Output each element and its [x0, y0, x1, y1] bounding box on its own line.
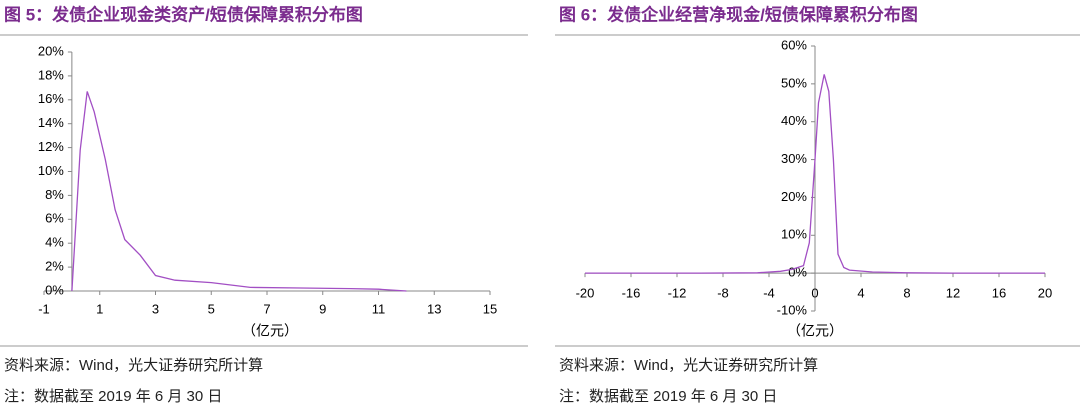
data-line: [71, 91, 407, 292]
source-note: 资料来源：Wind，光大证券研究所计算: [559, 356, 818, 374]
y-tick-label: 18%: [38, 67, 64, 82]
y-tick-label: 6%: [45, 211, 64, 226]
data-line: [585, 74, 1045, 274]
chart-title: 图 5：发债企业现金类资产/短债保障累积分布图: [4, 4, 363, 24]
x-tick-label: 0: [811, 286, 818, 301]
data-note: 注：数据截至 2019 年 6 月 30 日: [4, 388, 222, 405]
y-tick-label: 10%: [38, 163, 64, 178]
x-axis-label: （亿元）: [787, 323, 843, 339]
y-tick-label: 50%: [781, 75, 807, 90]
y-tick-label: 8%: [45, 187, 64, 202]
y-tick-label: 40%: [781, 113, 807, 128]
x-tick-label: -8: [717, 286, 729, 301]
x-tick-label: 7: [263, 301, 270, 316]
y-tick-label: 20%: [781, 189, 807, 204]
x-tick-label: 15: [483, 301, 497, 316]
x-tick-label: -16: [622, 286, 641, 301]
x-tick-label: 13: [427, 301, 441, 316]
x-tick-label: 3: [152, 301, 159, 316]
y-tick-label: 4%: [45, 235, 64, 250]
x-tick-label: 20: [1038, 286, 1052, 301]
y-tick-label: 12%: [38, 139, 64, 154]
x-tick-label: -4: [763, 286, 775, 301]
y-tick-label: 0%: [788, 265, 807, 280]
x-tick-label: 5: [208, 301, 215, 316]
x-tick-label: -12: [668, 286, 687, 301]
chart-title: 图 6：发债企业经营净现金/短债保障累积分布图: [559, 4, 918, 24]
x-tick-label: -20: [576, 286, 595, 301]
x-tick-label: 9: [319, 301, 326, 316]
y-tick-label: -10%: [777, 302, 808, 317]
x-tick-label: 12: [946, 286, 960, 301]
y-tick-label: 14%: [38, 115, 64, 130]
y-tick-label: 20%: [38, 43, 64, 58]
x-tick-label: 16: [992, 286, 1006, 301]
x-axis-label: （亿元）: [242, 323, 298, 339]
y-tick-label: 0%: [45, 282, 64, 297]
data-note: 注：数据截至 2019 年 6 月 30 日: [559, 388, 777, 405]
y-tick-label: 2%: [45, 259, 64, 274]
y-tick-label: 10%: [781, 227, 807, 242]
y-tick-label: 30%: [781, 151, 807, 166]
x-tick-label: 4: [857, 286, 864, 301]
source-note: 资料来源：Wind，光大证券研究所计算: [4, 356, 263, 374]
y-tick-label: 16%: [38, 91, 64, 106]
x-tick-label: -1: [38, 301, 50, 316]
x-tick-label: 8: [903, 286, 910, 301]
x-tick-label: 11: [372, 301, 386, 316]
y-tick-label: 60%: [781, 37, 807, 52]
x-tick-label: 1: [96, 301, 103, 316]
